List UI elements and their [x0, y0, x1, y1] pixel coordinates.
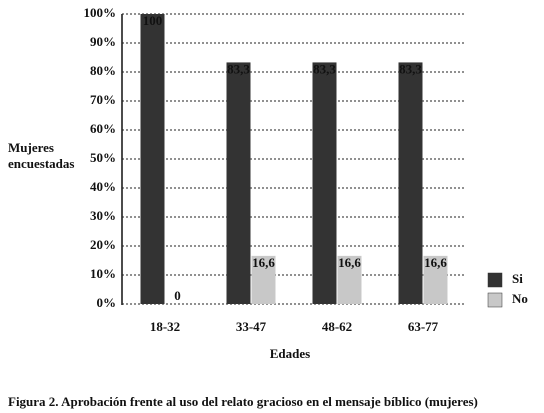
- bar: [312, 62, 337, 305]
- x-tick-label: 33-47: [236, 319, 267, 334]
- legend-swatch: [487, 292, 503, 308]
- y-tick-label: 50%: [90, 150, 116, 165]
- y-tick-label: 10%: [90, 266, 116, 281]
- y-tick-label: 30%: [90, 208, 116, 223]
- x-axis-label: Edades: [270, 346, 310, 361]
- bar: [251, 255, 276, 304]
- x-tick-label: 48-62: [322, 319, 352, 334]
- y-tick-label: 20%: [90, 237, 116, 252]
- x-tick-label: 18-32: [150, 319, 180, 334]
- value-label: 83,3: [313, 61, 336, 76]
- bar: [140, 14, 165, 304]
- value-label: 83,3: [399, 61, 422, 76]
- y-tick-label: 90%: [90, 34, 116, 49]
- y-axis-label: Mujeres encuestadas: [8, 140, 75, 171]
- y-tick-label: 40%: [90, 179, 116, 194]
- value-label: 16,6: [252, 255, 275, 270]
- value-label: 83,3: [227, 61, 250, 76]
- legend-label: No: [512, 291, 528, 306]
- legend-swatch: [487, 272, 503, 288]
- bar: [226, 62, 251, 305]
- y-tick-label: 100%: [84, 5, 117, 20]
- value-label: 16,6: [338, 255, 361, 270]
- bar: [398, 62, 423, 305]
- value-label: 16,6: [424, 255, 447, 270]
- caption: Figura 2. Aprobación frente al uso del r…: [8, 394, 478, 409]
- value-label: 100: [143, 13, 163, 28]
- y-tick-label: 60%: [90, 121, 116, 136]
- y-tick-label: 70%: [90, 92, 116, 107]
- value-label: 0: [174, 288, 181, 303]
- y-tick-label: 0%: [97, 295, 117, 310]
- legend-label: Si: [512, 271, 523, 286]
- x-tick-label: 63-77: [408, 319, 439, 334]
- y-tick-label: 80%: [90, 63, 116, 78]
- bar: [337, 255, 362, 304]
- bar: [423, 255, 448, 304]
